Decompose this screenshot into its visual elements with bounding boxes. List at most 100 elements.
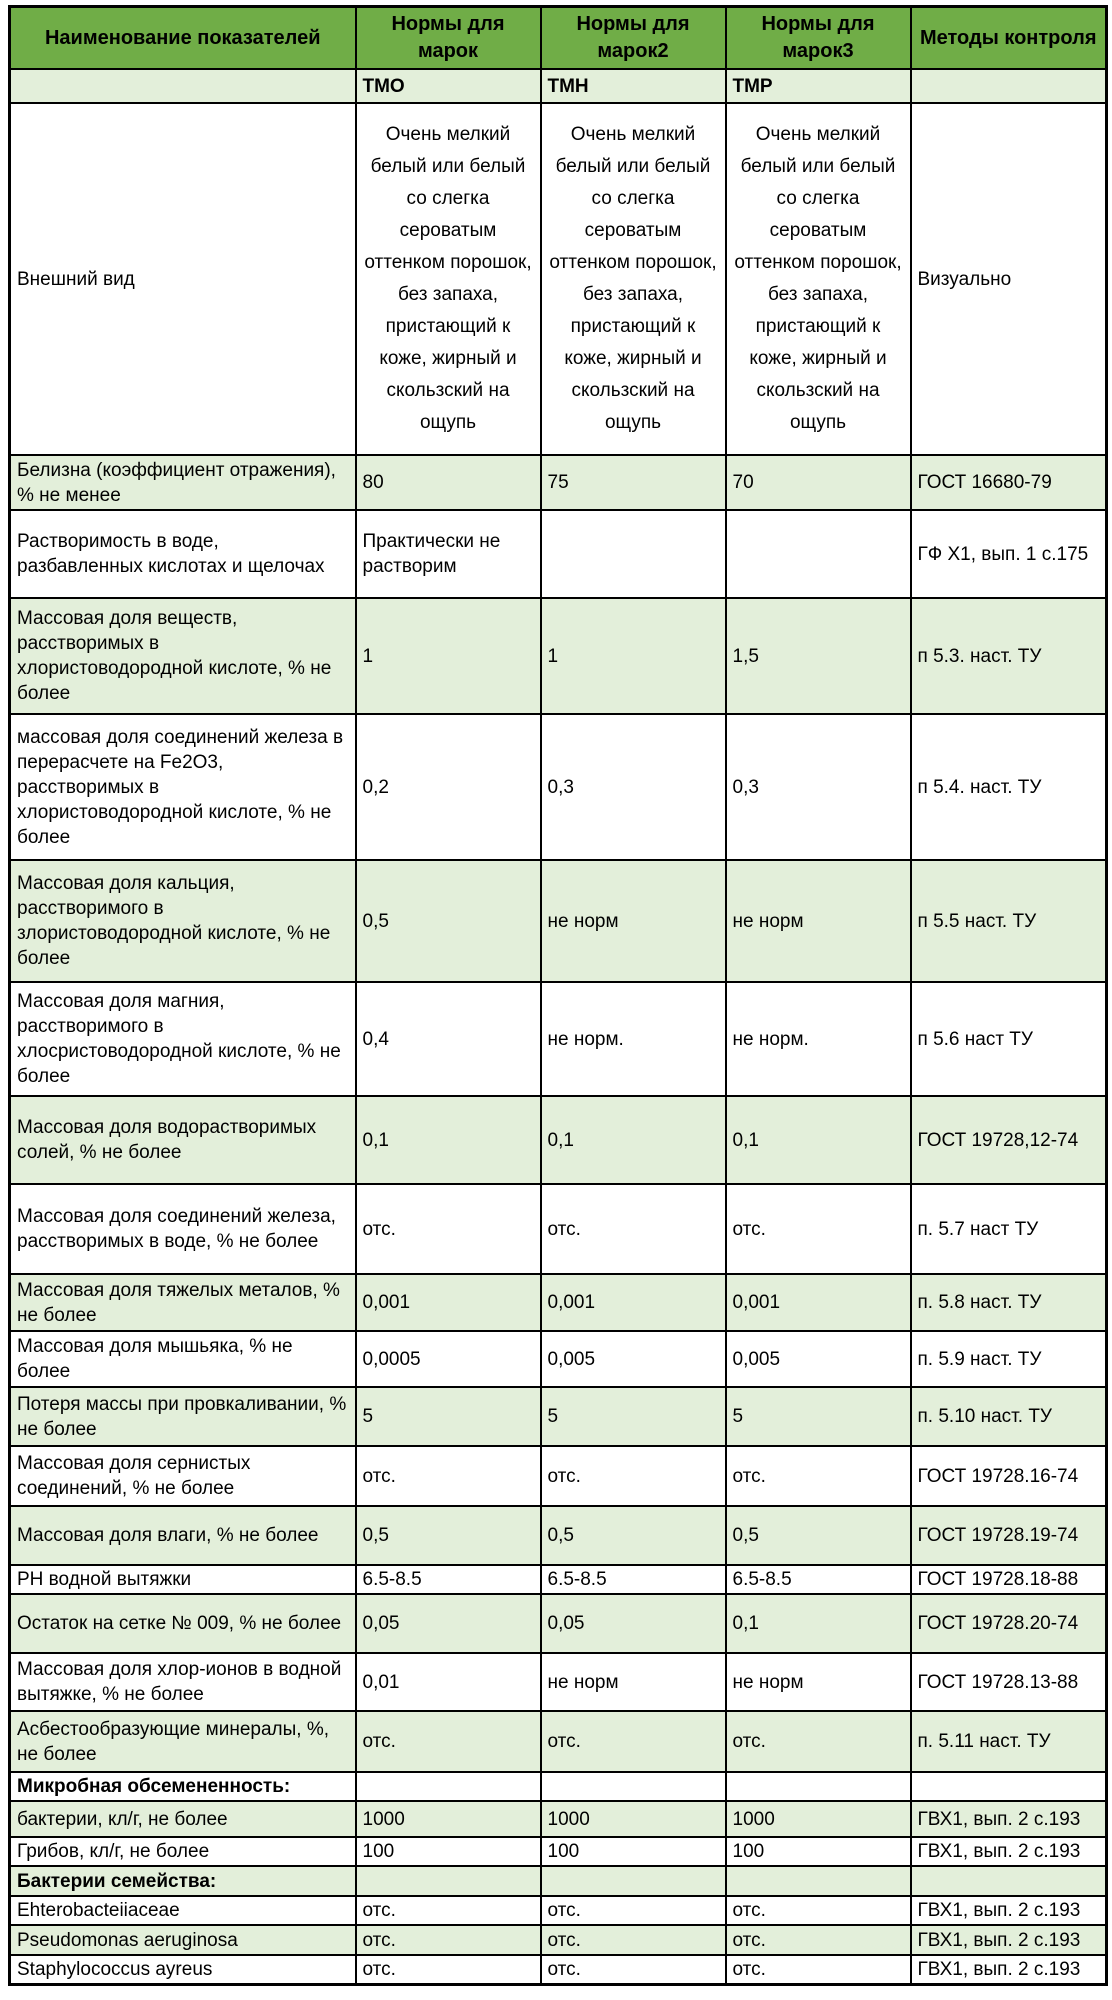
cell-control-method: ГФ Х1, вып. 1 с.175 bbox=[909, 509, 1108, 599]
cell-norm-tmn: 100 bbox=[539, 1836, 727, 1867]
header-col-norms-1: Нормы для марок bbox=[354, 5, 542, 70]
cell-control-method: ГОСТ 16680-79 bbox=[909, 454, 1108, 511]
cell-control-method: ГВХ1, вып. 2 с.193 bbox=[909, 1954, 1108, 1986]
cell-norm-tmr: 0,001 bbox=[724, 1273, 912, 1332]
cell-norm-tmr: 100 bbox=[724, 1836, 912, 1867]
cell-norm-tmr: 1,5 bbox=[724, 597, 912, 715]
cell-control-method bbox=[909, 1771, 1108, 1802]
cell-norm-tmo: 0,2 bbox=[354, 713, 542, 861]
cell-indicator-name: Потеря массы при провкаливании, % не бол… bbox=[8, 1386, 357, 1447]
cell-norm-tmn: 0,005 bbox=[539, 1330, 727, 1388]
table-row: Бактерии семейства: bbox=[8, 1865, 1108, 1897]
cell-norm-tmn: отс. bbox=[539, 1445, 727, 1507]
cell-norm-tmo: 0,1 bbox=[354, 1095, 542, 1185]
table-row: Массовая доля тяжелых металов, % не боле… bbox=[8, 1273, 1108, 1332]
cell-norm-tmn: отс. bbox=[539, 1954, 727, 1986]
cell-control-method: п 5.3. наст. ТУ bbox=[909, 597, 1108, 715]
cell-norm-tmn: отс. bbox=[539, 1895, 727, 1926]
cell-norm-tmr bbox=[724, 509, 912, 599]
table-row: Потеря массы при провкаливании, % не бол… bbox=[8, 1386, 1108, 1447]
cell-norm-tmr: 6.5-8.5 bbox=[724, 1564, 912, 1595]
cell-indicator-name: Pseudomonas aeruginosa bbox=[8, 1924, 357, 1956]
cell-norm-tmo: отс. bbox=[354, 1183, 542, 1275]
cell-norm-tmn: 1000 bbox=[539, 1800, 727, 1838]
cell-indicator-name: Массовая доля тяжелых металов, % не боле… bbox=[8, 1273, 357, 1332]
cell-norm-tmn bbox=[539, 1865, 727, 1897]
cell-indicator-name: Растворимость в воде, разбавленных кисло… bbox=[8, 509, 357, 599]
cell-norm-tmn: Очень мелкий белый или белый со слегка с… bbox=[539, 102, 727, 456]
subheader-mark-tmn: ТМН bbox=[539, 68, 727, 104]
cell-norm-tmo: 0,01 bbox=[354, 1652, 542, 1712]
cell-norm-tmo: отс. bbox=[354, 1924, 542, 1956]
cell-norm-tmo: 0,0005 bbox=[354, 1330, 542, 1388]
cell-control-method: п. 5.9 наст. ТУ bbox=[909, 1330, 1108, 1388]
table-row: РН водной вытяжки 6.5-8.5 6.5-8.5 6.5-8.5 ГО… bbox=[8, 1564, 1108, 1595]
table-row: Внешний вид Очень мелкий белый или белый … bbox=[8, 102, 1108, 456]
table-body: Внешний вид Очень мелкий белый или белый … bbox=[8, 102, 1108, 1986]
cell-norm-tmr: 70 bbox=[724, 454, 912, 511]
cell-norm-tmr: 5 bbox=[724, 1386, 912, 1447]
cell-control-method: п. 5.7 наст ТУ bbox=[909, 1183, 1108, 1275]
table-row: Асбестообразующие минералы, %, не более о… bbox=[8, 1710, 1108, 1773]
cell-control-method: п 5.6 наст ТУ bbox=[909, 981, 1108, 1097]
cell-norm-tmn: отс. bbox=[539, 1183, 727, 1275]
table-row: Белизна (коэффициент отражения), % не ме… bbox=[8, 454, 1108, 511]
cell-norm-tmr: отс. bbox=[724, 1445, 912, 1507]
cell-norm-tmn: 0,05 bbox=[539, 1593, 727, 1654]
table-row: Массовая доля мышьяка, % не более 0,0005 0… bbox=[8, 1330, 1108, 1388]
cell-indicator-name: Массовая доля влаги, % не более bbox=[8, 1505, 357, 1566]
cell-norm-tmo: отс. bbox=[354, 1895, 542, 1926]
subheader-empty bbox=[909, 68, 1108, 104]
cell-norm-tmr bbox=[724, 1771, 912, 1802]
cell-norm-tmn bbox=[539, 1771, 727, 1802]
cell-indicator-name: Массовая доля кальция, расстворимого в з… bbox=[8, 859, 357, 983]
cell-indicator-name: Остаток на сетке № 009, % не более bbox=[8, 1593, 357, 1654]
subheader-empty bbox=[8, 68, 357, 104]
cell-norm-tmn: 5 bbox=[539, 1386, 727, 1447]
cell-control-method: п. 5.10 наст. ТУ bbox=[909, 1386, 1108, 1447]
cell-norm-tmo: 80 bbox=[354, 454, 542, 511]
table-row: Массовая доля влаги, % не более 0,5 0,5 0,5… bbox=[8, 1505, 1108, 1566]
table-row: Растворимость в воде, разбавленных кисло… bbox=[8, 509, 1108, 599]
cell-norm-tmn: не норм bbox=[539, 1652, 727, 1712]
cell-norm-tmo: отс. bbox=[354, 1445, 542, 1507]
header-col-indicators: Наименование показателей bbox=[8, 5, 357, 70]
cell-norm-tmn: 0,5 bbox=[539, 1505, 727, 1566]
table-row: Массовая доля хлор-ионов в водной вытяжк… bbox=[8, 1652, 1108, 1712]
cell-indicator-name: Внешний вид bbox=[8, 102, 357, 456]
cell-control-method: Визуально bbox=[909, 102, 1108, 456]
cell-norm-tmo: 100 bbox=[354, 1836, 542, 1867]
cell-norm-tmn: 0,001 bbox=[539, 1273, 727, 1332]
cell-norm-tmo: отс. bbox=[354, 1710, 542, 1773]
cell-norm-tmr: отс. bbox=[724, 1954, 912, 1986]
table-row: Массовая доля магния, расстворимого в хл… bbox=[8, 981, 1108, 1097]
cell-norm-tmo: отс. bbox=[354, 1954, 542, 1986]
cell-indicator-name: Бактерии семейства: bbox=[8, 1865, 357, 1897]
cell-norm-tmo: 0,5 bbox=[354, 859, 542, 983]
cell-norm-tmr: 0,3 bbox=[724, 713, 912, 861]
cell-control-method bbox=[909, 1865, 1108, 1897]
cell-indicator-name: Белизна (коэффициент отражения), % не ме… bbox=[8, 454, 357, 511]
cell-norm-tmn: 1 bbox=[539, 597, 727, 715]
cell-norm-tmr: Очень мелкий белый или белый со слегка с… bbox=[724, 102, 912, 456]
cell-indicator-name: Массовая доля магния, расстворимого в хл… bbox=[8, 981, 357, 1097]
cell-norm-tmo: 1000 bbox=[354, 1800, 542, 1838]
header-col-norms-3: Нормы для марок3 bbox=[724, 5, 912, 70]
cell-norm-tmr: не норм bbox=[724, 1652, 912, 1712]
header-row: Наименование показателей Нормы для марок… bbox=[8, 5, 1108, 70]
cell-control-method: п. 5.8 наст. ТУ bbox=[909, 1273, 1108, 1332]
cell-control-method: ГОСТ 19728.13-88 bbox=[909, 1652, 1108, 1712]
cell-norm-tmn: 0,3 bbox=[539, 713, 727, 861]
cell-norm-tmn: отс. bbox=[539, 1924, 727, 1956]
cell-norm-tmo: 0,001 bbox=[354, 1273, 542, 1332]
cell-control-method: п 5.5 наст. ТУ bbox=[909, 859, 1108, 983]
cell-control-method: п 5.4. наст. ТУ bbox=[909, 713, 1108, 861]
table-row: Грибов, кл/г, не более 100 100 100 ГВХ1, вып… bbox=[8, 1836, 1108, 1867]
cell-norm-tmo: 1 bbox=[354, 597, 542, 715]
table-row: Pseudomonas aeruginosa отс. отс. отс. ГВХ1, … bbox=[8, 1924, 1108, 1956]
cell-norm-tmo: 0,5 bbox=[354, 1505, 542, 1566]
cell-indicator-name: Массовая доля сернистых соединений, % не… bbox=[8, 1445, 357, 1507]
cell-control-method: ГОСТ 19728.20-74 bbox=[909, 1593, 1108, 1654]
cell-norm-tmr: отс. bbox=[724, 1710, 912, 1773]
cell-norm-tmn: 6.5-8.5 bbox=[539, 1564, 727, 1595]
